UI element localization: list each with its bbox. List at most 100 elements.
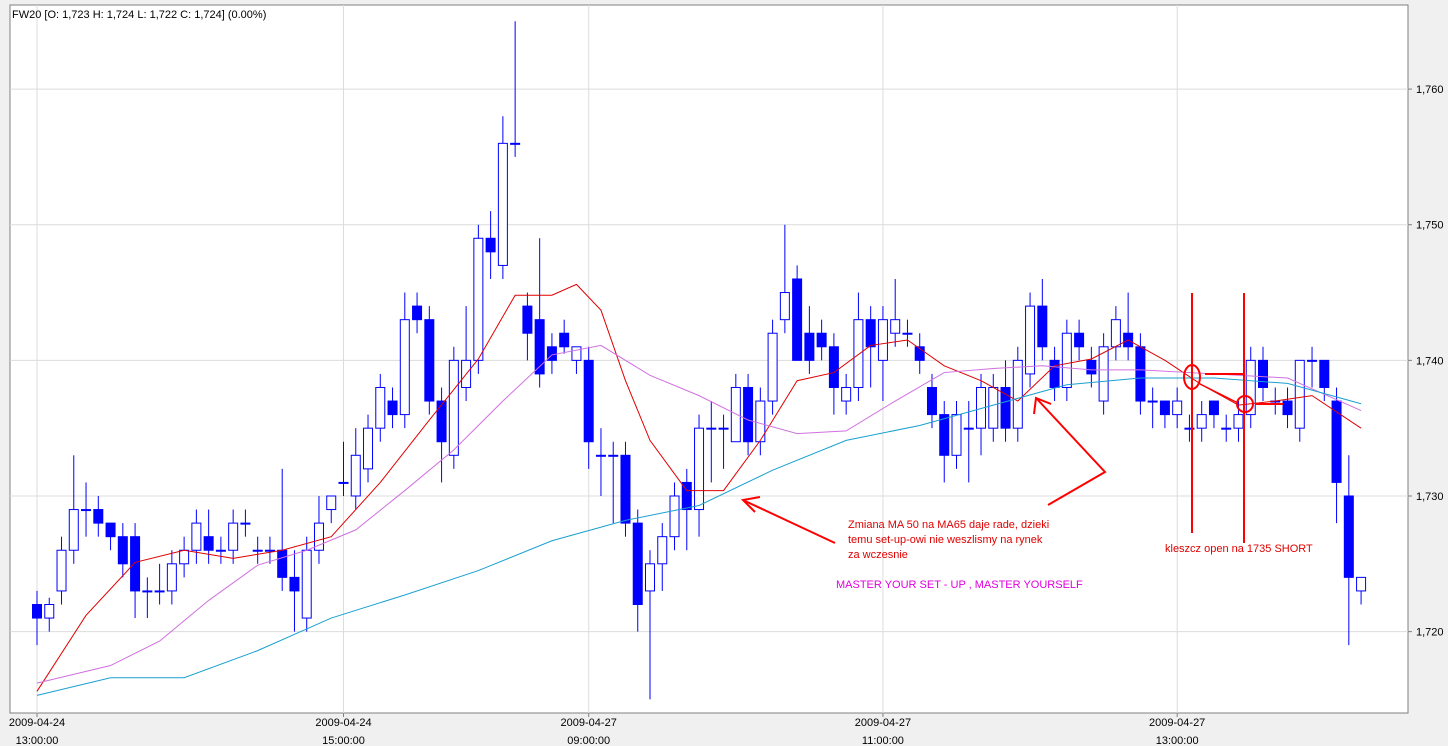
candle-body	[718, 427, 729, 430]
y-tick-label: 1,750	[1416, 220, 1444, 232]
candle-body	[399, 319, 410, 416]
x-tick-label: 2009-04-27	[1149, 717, 1205, 729]
candle-body	[595, 454, 606, 457]
x-tick-label: 09:00:00	[567, 735, 610, 746]
candle-body	[559, 332, 570, 348]
candle-body	[976, 386, 987, 429]
candle-body	[951, 414, 962, 456]
plot-area	[9, 4, 1409, 714]
candle-body	[608, 454, 619, 457]
candle-body	[1343, 495, 1354, 578]
candle-body	[792, 278, 803, 361]
candle-body	[412, 305, 423, 321]
candle-body	[1331, 400, 1342, 483]
x-tick-label: 13:00:00	[1156, 735, 1199, 746]
header: FW20 [O: 1,723 H: 1,724 L: 1,722 C: 1,72…	[12, 9, 266, 21]
candle-body	[203, 536, 214, 551]
candle-body	[436, 400, 447, 443]
candle-body	[1098, 346, 1109, 402]
x-tick-label: 2009-04-24	[9, 717, 65, 729]
x-tick-label: 2009-04-24	[315, 717, 371, 729]
candle-body	[779, 292, 790, 321]
candle-body	[1000, 386, 1011, 429]
trade-note: kleszcz open na 1735 SHORT	[1165, 543, 1313, 555]
candle-body	[387, 400, 398, 416]
candle-body	[1294, 359, 1305, 429]
candle-body	[1307, 359, 1318, 362]
candle-body	[81, 509, 92, 512]
candle-body	[853, 319, 864, 388]
moving-average-line	[36, 377, 1362, 696]
candle-body	[767, 332, 778, 402]
candle-body	[1184, 427, 1195, 430]
connector	[1199, 383, 1239, 404]
candle-body	[963, 427, 974, 430]
candle-body	[1110, 319, 1121, 348]
candle-body	[301, 549, 312, 619]
candle-body	[142, 590, 153, 593]
candle-body	[1258, 359, 1268, 388]
candle-body	[191, 522, 202, 551]
x-tick-label: 11:00:00	[862, 735, 904, 746]
candle-body	[926, 386, 937, 416]
candle-body	[681, 481, 692, 511]
candle-body	[56, 549, 67, 592]
candle-body	[1319, 359, 1330, 388]
candle-body	[816, 332, 827, 348]
y-tick-label: 1,760	[1416, 84, 1444, 96]
candle-body	[755, 400, 766, 443]
candle-body	[424, 319, 435, 402]
x-tick-label: 13:00:00	[16, 735, 59, 746]
candle-body	[1049, 359, 1060, 388]
candle-body	[1074, 332, 1085, 348]
candle-body	[179, 549, 190, 565]
candle-body	[497, 142, 508, 266]
candle-body	[694, 427, 705, 511]
candle-body	[828, 346, 839, 388]
candle-body	[1135, 346, 1146, 402]
candle-body	[277, 549, 288, 578]
candle-body	[473, 237, 484, 361]
candle-body	[117, 536, 128, 565]
arrow-head	[740, 496, 761, 513]
candle-body	[264, 549, 275, 552]
y-tick-label: 1,720	[1416, 627, 1444, 639]
candle-body	[534, 319, 545, 375]
arrow-head	[1033, 396, 1052, 415]
note: temu set-up-owi nie weszlismy na rynek	[848, 534, 1043, 546]
candle-body	[914, 346, 925, 361]
candle-body	[166, 563, 177, 592]
candle-body	[669, 495, 680, 538]
candle-body	[657, 536, 668, 565]
candle-body	[1012, 359, 1023, 429]
candle-body	[338, 481, 349, 484]
arrow	[1036, 398, 1107, 506]
candle-body	[571, 346, 582, 361]
candle-body	[522, 305, 533, 334]
candle-body	[1147, 400, 1158, 403]
candle-body	[645, 563, 655, 592]
candle-body	[32, 603, 42, 619]
note: Zmiana MA 50 na MA65 daje rade, dzieki	[848, 519, 1049, 531]
candle-body	[313, 522, 324, 551]
candle-body	[240, 522, 251, 525]
candle-body	[939, 414, 950, 456]
candle-body	[375, 386, 386, 429]
candle-body	[228, 522, 239, 551]
x-tick-label: 2009-04-27	[561, 717, 617, 729]
candle-body	[877, 319, 888, 361]
candle-body	[620, 454, 631, 524]
circle-marker	[1183, 364, 1201, 390]
candle-body	[289, 576, 300, 592]
candle-body	[105, 522, 116, 538]
motto: MASTER YOUR SET - UP , MASTER YOURSELF	[836, 579, 1083, 591]
y-tick-label: 1,730	[1416, 491, 1444, 503]
candle-body	[1037, 305, 1048, 348]
candle-body	[988, 386, 999, 429]
candle-body	[632, 522, 643, 605]
candle-body	[93, 509, 104, 524]
candle-body	[1282, 400, 1293, 416]
candle-body	[730, 386, 741, 443]
candle-body	[44, 603, 55, 619]
